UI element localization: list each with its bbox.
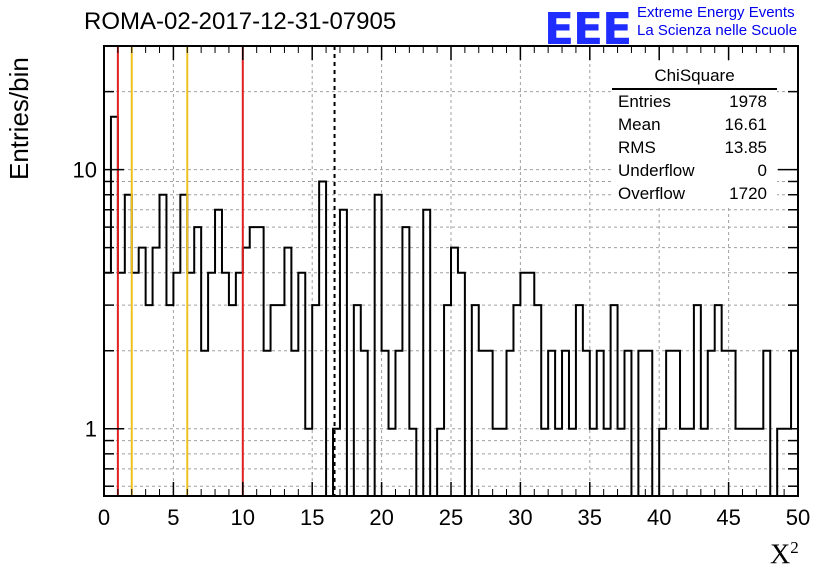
x-tick-label: 35	[578, 505, 602, 530]
stats-label: Overflow	[618, 184, 686, 203]
stats-value: 16.61	[724, 115, 767, 134]
x-axis-label-symbol: Χ	[770, 539, 791, 571]
y-tick-label: 10	[73, 158, 97, 183]
stats-value: 0	[757, 161, 767, 180]
stats-label: Mean	[618, 115, 661, 134]
logo-caption-line2: La Scienza nelle Scuole	[637, 22, 798, 39]
x-tick-label: 20	[369, 505, 393, 530]
y-axis-label: Entries/bin	[4, 57, 34, 180]
x-tick-label: 30	[508, 505, 532, 530]
stats-label: Underflow	[618, 161, 695, 180]
logo-caption: Extreme Energy Events La Scienza nelle S…	[637, 4, 797, 40]
x-axis-label: Χ2	[770, 538, 799, 571]
stats-title: ChiSquare	[612, 64, 777, 90]
x-tick-label: 25	[439, 505, 463, 530]
x-tick-label: 0	[98, 505, 110, 530]
x-tick-label: 15	[300, 505, 324, 530]
y-tick-label: 1	[85, 417, 97, 442]
x-tick-label: 5	[167, 505, 179, 530]
stats-value: 1720	[729, 184, 767, 203]
stats-label: RMS	[618, 138, 656, 157]
x-axis-label-superscript: 2	[790, 538, 799, 557]
chart-title: ROMA-02-2017-12-31-07905	[84, 8, 397, 35]
stats-value: 13.85	[724, 138, 767, 157]
stats-value: 1978	[729, 92, 767, 111]
x-tick-label: 40	[647, 505, 671, 530]
stats-row-overflow: Overflow 1720	[612, 182, 777, 205]
stats-row-mean: Mean 16.61	[612, 113, 777, 136]
eee-logo: EEE	[544, 4, 632, 55]
stats-label: Entries	[618, 92, 671, 111]
x-tick-label: 50	[786, 505, 810, 530]
stats-row-underflow: Underflow 0	[612, 159, 777, 182]
logo-caption-line1: Extreme Energy Events	[637, 4, 795, 21]
stats-row-rms: RMS 13.85	[612, 136, 777, 159]
stats-row-entries: Entries 1978	[612, 90, 777, 113]
stats-box: ChiSquare Entries 1978 Mean 16.61 RMS 13.85…	[612, 64, 777, 205]
x-tick-label: 45	[716, 505, 740, 530]
x-tick-label: 10	[231, 505, 255, 530]
